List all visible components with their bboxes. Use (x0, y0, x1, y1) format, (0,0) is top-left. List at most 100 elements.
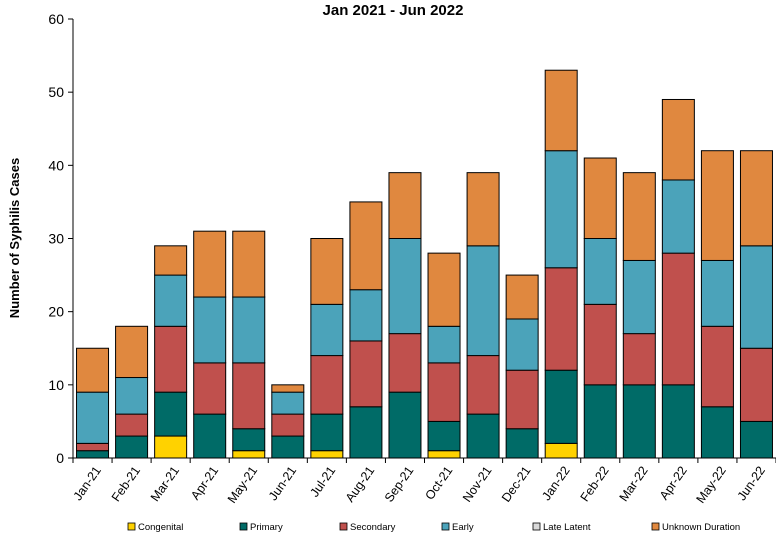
bar-segment-early (505, 318, 539, 371)
bar-segment-primary (505, 428, 539, 459)
legend-label: Early (452, 522, 474, 533)
legend-item-primary: Primary (239, 522, 283, 533)
legend-label: Secondary (350, 522, 396, 533)
y-axis: 0 10 20 30 40 50 60 (48, 11, 74, 466)
bar-segment-secondary (544, 267, 578, 371)
bar-segment-primary (583, 384, 617, 459)
bar-segment-unknown-duration (427, 252, 461, 327)
bar-segment-early (700, 259, 734, 327)
bar-segment-unknown-duration (466, 172, 500, 247)
bar-segment-early (154, 274, 188, 327)
bar-segment-unknown-duration (505, 274, 539, 320)
bar-segment-secondary (622, 333, 656, 386)
bar-segment-secondary (115, 413, 149, 437)
legend: Congenital Primary Secondary Early Late Late… (127, 522, 740, 533)
bar-segment-primary (739, 420, 773, 459)
bar-segment-unknown-duration (154, 245, 188, 276)
bar-segment-congenital (232, 450, 266, 459)
bar-segment-early (466, 245, 500, 357)
bar-segment-secondary (310, 355, 344, 415)
bar-segment-secondary (427, 362, 461, 422)
bar-segment-primary (700, 406, 734, 459)
bar-segment-primary (388, 391, 422, 459)
bar-segment-primary (466, 413, 500, 459)
bar-segment-unknown-duration (310, 238, 344, 305)
x-tick-label: Jun-22 (735, 464, 768, 503)
bar-segment-secondary (700, 325, 734, 408)
bar-segment-early (583, 238, 617, 305)
bars (76, 69, 773, 459)
x-tick-label: Oct-21 (422, 464, 455, 503)
x-tick-label: Jan-21 (71, 464, 104, 503)
bar-segment-primary (544, 369, 578, 444)
bar-segment-primary (232, 428, 266, 452)
bar-segment-primary (310, 413, 344, 452)
bar-segment-primary (115, 435, 149, 459)
bar-segment-secondary (505, 369, 539, 430)
y-tick-label: 0 (56, 450, 64, 466)
bar-segment-primary (661, 384, 695, 459)
bar-segment-secondary (232, 362, 266, 430)
bar-segment-early (349, 289, 383, 342)
x-tick-label: Feb-22 (578, 464, 612, 505)
legend-swatch (441, 522, 450, 531)
bar-segment-early (388, 238, 422, 335)
y-tick-label: 50 (48, 84, 64, 100)
legend-item-late-latent: Late Latent (532, 522, 591, 533)
legend-label: Unknown Duration (662, 522, 740, 533)
bar-segment-early (544, 150, 578, 269)
bar-segment-congenital (310, 450, 344, 459)
bar-segment-secondary (466, 355, 500, 415)
bar-segment-unknown-duration (739, 150, 773, 247)
bar-segment-unknown-duration (193, 230, 227, 298)
x-tick-label: May-22 (693, 464, 728, 506)
chart-title: Jan 2021 - Jun 2022 (323, 2, 464, 19)
bar-segment-early (427, 325, 461, 364)
bar-segment-secondary (349, 340, 383, 408)
legend-item-unknown-duration: Unknown Duration (651, 522, 740, 533)
bar-segment-early (115, 377, 149, 415)
x-axis: Jan-21 Feb-21 Mar-21 Apr-21 May-21 Jun-21 Jul-… (71, 457, 776, 506)
bar-segment-primary (154, 391, 188, 437)
bar-segment-primary (271, 435, 305, 459)
bar-segment-early (661, 179, 695, 254)
bar-segment-secondary (388, 333, 422, 393)
bar-segment-primary (193, 413, 227, 459)
y-tick-label: 40 (48, 157, 64, 173)
bar-segment-secondary (583, 303, 617, 386)
bar-segment-early (232, 296, 266, 364)
y-tick-label: 30 (48, 231, 64, 247)
bar-segment-secondary (271, 413, 305, 437)
bar-segment-secondary (76, 442, 110, 452)
bar-segment-early (193, 296, 227, 364)
bar-segment-unknown-duration (232, 230, 266, 298)
legend-item-early: Early (441, 522, 474, 533)
y-tick-label: 60 (48, 11, 64, 27)
y-axis-label: Number of Syphilis Cases (7, 158, 22, 318)
bar-segment-unknown-duration (388, 172, 422, 239)
y-tick-label: 10 (48, 377, 64, 393)
y-tick-label: 20 (48, 304, 64, 320)
bar-segment-early (271, 391, 305, 415)
x-tick-label: May-21 (225, 464, 260, 506)
bar-segment-congenital (544, 442, 578, 459)
x-tick-label: Mar-22 (617, 464, 651, 505)
bar-segment-secondary (661, 252, 695, 386)
bar-segment-early (310, 303, 344, 357)
legend-swatch (127, 522, 136, 531)
legend-swatch (339, 522, 348, 531)
bar-segment-early (622, 259, 656, 335)
legend-label: Late Latent (543, 522, 591, 533)
x-tick-label: Jun-21 (266, 464, 299, 503)
bar-segment-unknown-duration (349, 201, 383, 291)
bar-segment-early (76, 391, 110, 444)
x-tick-label: Dec-21 (499, 464, 534, 505)
x-tick-label: Nov-21 (460, 464, 495, 505)
legend-swatch (651, 522, 660, 531)
x-tick-label: Jan-22 (539, 464, 572, 503)
bar-segment-primary (76, 450, 110, 459)
x-tick-label: Apr-22 (657, 464, 690, 503)
bar-segment-unknown-duration (700, 150, 734, 261)
bar-segment-unknown-duration (661, 98, 695, 181)
